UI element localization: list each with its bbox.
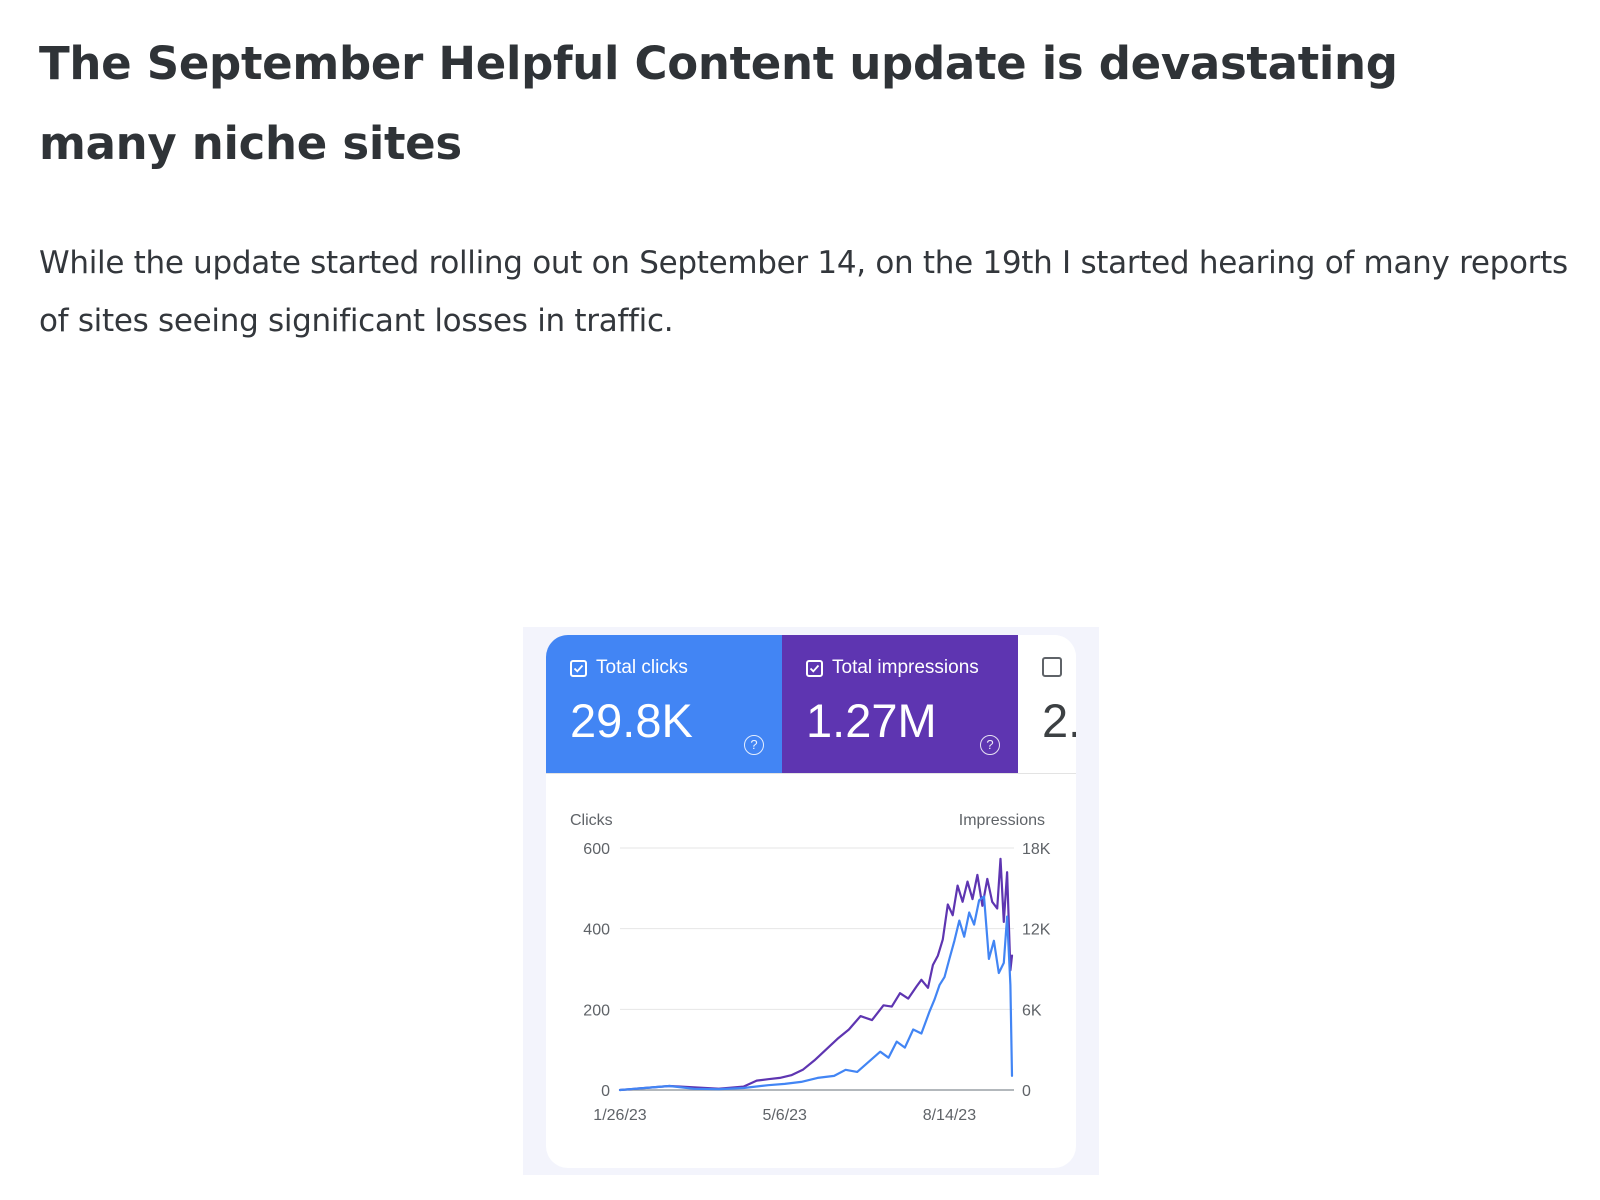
- clicks-series-line: [618, 895, 1014, 1092]
- help-icon[interactable]: ?: [980, 735, 1000, 755]
- y-right-axis-label: Impressions: [959, 812, 1045, 829]
- y-right-tick-label: 12K: [1022, 922, 1051, 939]
- y-right-tick-label: 0: [1022, 1083, 1031, 1100]
- total-clicks-value: 29.8K: [570, 694, 693, 747]
- y-right-tick-label: 6K: [1022, 1002, 1042, 1019]
- y-left-tick-label: 0: [601, 1083, 610, 1100]
- article-title: The September Helpful Content update is …: [39, 37, 1398, 170]
- help-icon[interactable]: ?: [744, 735, 764, 755]
- total-impressions-tile[interactable]: Total impressions 1.27M ?: [782, 635, 1018, 773]
- clicks-impressions-chart: Clicks Impressions 600 18K 400 12K 200 6K 0 0 1…: [570, 812, 1051, 1124]
- x-tick-label: 5/6/23: [762, 1107, 807, 1124]
- y-left-tick-label: 400: [583, 922, 610, 939]
- x-tick-label: 1/26/23: [593, 1107, 646, 1124]
- total-impressions-value: 1.27M: [806, 694, 937, 747]
- tile-divider: [546, 773, 1076, 774]
- y-left-tick-label: 600: [583, 841, 610, 858]
- third-metric-value: 2.: [1042, 694, 1076, 747]
- search-console-figure: Total clicks 29.8K ? Total impressions 1…: [523, 627, 1099, 1175]
- y-right-tick-label: 18K: [1022, 841, 1051, 858]
- x-tick-label: 8/14/23: [923, 1107, 976, 1124]
- checkbox-checked-icon[interactable]: [570, 659, 587, 677]
- article-paragraph: While the update started rolling out on …: [39, 245, 1568, 339]
- total-impressions-label: Total impressions: [832, 657, 979, 678]
- performance-card: Total clicks 29.8K ? Total impressions 1…: [546, 635, 1076, 1168]
- y-left-tick-label: 200: [583, 1002, 610, 1019]
- third-metric-tile[interactable]: 2.: [1018, 635, 1076, 773]
- checkbox-checked-icon[interactable]: [806, 659, 823, 677]
- y-left-axis-label: Clicks: [570, 812, 613, 829]
- checkbox-unchecked-icon[interactable]: [1042, 657, 1062, 677]
- total-clicks-tile[interactable]: Total clicks 29.8K ?: [546, 635, 782, 773]
- total-clicks-label: Total clicks: [596, 657, 688, 678]
- impressions-series-line: [618, 857, 1014, 1092]
